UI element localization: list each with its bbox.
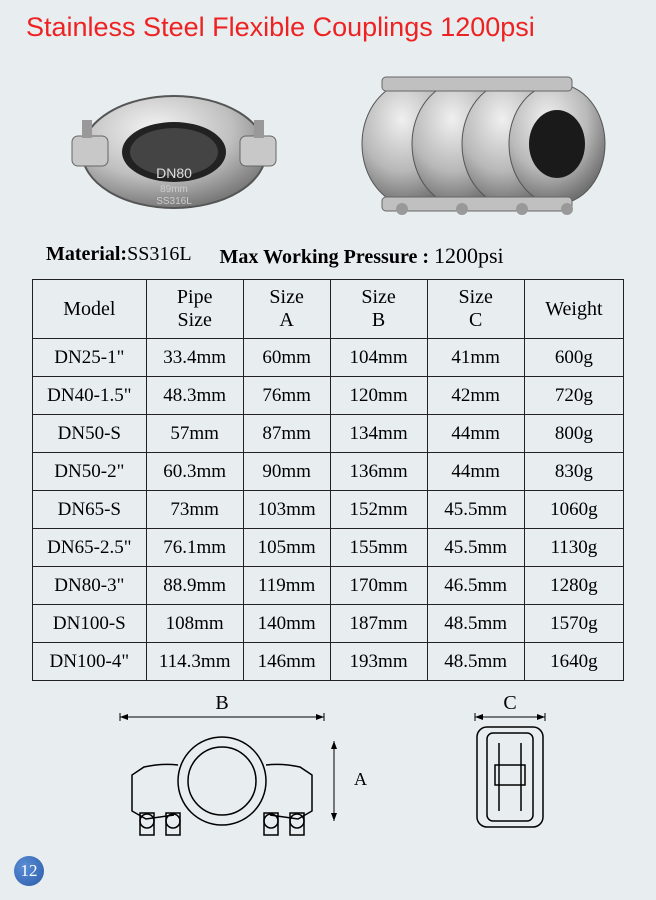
table-cell: 119mm <box>243 567 330 605</box>
diagram-front: B A <box>72 693 372 843</box>
table-cell: 187mm <box>330 605 427 643</box>
table-header-cell: Weight <box>524 280 623 339</box>
pressure-label: Max Working Pressure : <box>220 246 429 268</box>
table-cell: 76.1mm <box>146 529 243 567</box>
table-cell: 48.5mm <box>427 605 524 643</box>
table-cell: DN50-S <box>33 415 147 453</box>
table-cell: 1280g <box>524 567 623 605</box>
dim-label-a: A <box>354 769 367 789</box>
dim-label-c: C <box>503 693 516 714</box>
table-cell: 1060g <box>524 491 623 529</box>
table-cell: DN50-2" <box>33 453 147 491</box>
dimension-diagrams: B A C <box>0 681 656 843</box>
table-header-cell: PipeSize <box>146 280 243 339</box>
table-cell: 41mm <box>427 339 524 377</box>
table-cell: 88.9mm <box>146 567 243 605</box>
pressure-value: 1200psi <box>434 243 504 268</box>
product-images-row: DN80 89mm SS316L <box>0 43 656 243</box>
table-body: DN25-1"33.4mm60mm104mm41mm600gDN40-1.5"4… <box>33 339 624 681</box>
table-cell: DN25-1" <box>33 339 147 377</box>
dim-label-b: B <box>215 693 228 714</box>
table-cell: 103mm <box>243 491 330 529</box>
table-row: DN50-S57mm87mm134mm44mm800g <box>33 415 624 453</box>
table-cell: DN65-2.5" <box>33 529 147 567</box>
table-cell: 46.5mm <box>427 567 524 605</box>
table-header-cell: SizeB <box>330 280 427 339</box>
table-row: DN65-2.5"76.1mm105mm155mm45.5mm1130g <box>33 529 624 567</box>
table-cell: DN40-1.5" <box>33 377 147 415</box>
table-cell: 136mm <box>330 453 427 491</box>
table-row: DN100-4"114.3mm146mm193mm48.5mm1640g <box>33 643 624 681</box>
table-header-cell: SizeA <box>243 280 330 339</box>
table-cell: 48.5mm <box>427 643 524 681</box>
table-cell: 105mm <box>243 529 330 567</box>
table-cell: 155mm <box>330 529 427 567</box>
table-cell: 60.3mm <box>146 453 243 491</box>
material-value: SS316L <box>127 243 191 265</box>
table-cell: 57mm <box>146 415 243 453</box>
table-cell: 600g <box>524 339 623 377</box>
table-cell: 108mm <box>146 605 243 643</box>
page-number-badge: 12 <box>14 856 44 886</box>
page-title: Stainless Steel Flexible Couplings 1200p… <box>0 0 656 43</box>
table-cell: 830g <box>524 453 623 491</box>
material-label: Material: <box>46 243 127 265</box>
table-cell: 73mm <box>146 491 243 529</box>
table-cell: 44mm <box>427 453 524 491</box>
table-cell: DN100-S <box>33 605 147 643</box>
table-cell: 193mm <box>330 643 427 681</box>
table-header-cell: Model <box>33 280 147 339</box>
table-cell: 45.5mm <box>427 529 524 567</box>
table-cell: 720g <box>524 377 623 415</box>
table-cell: 134mm <box>330 415 427 453</box>
product-image-single: DN80 89mm SS316L <box>44 59 304 229</box>
table-cell: 42mm <box>427 377 524 415</box>
table-cell: 120mm <box>330 377 427 415</box>
table-head: ModelPipeSizeSizeASizeBSizeCWeight <box>33 280 624 339</box>
table-cell: 104mm <box>330 339 427 377</box>
table-cell: 87mm <box>243 415 330 453</box>
table-cell: 45.5mm <box>427 491 524 529</box>
table-cell: 1570g <box>524 605 623 643</box>
svg-text:SS316L: SS316L <box>156 196 192 207</box>
table-cell: DN65-S <box>33 491 147 529</box>
table-cell: 60mm <box>243 339 330 377</box>
table-row: DN65-S73mm103mm152mm45.5mm1060g <box>33 491 624 529</box>
product-image-stack <box>352 59 612 229</box>
table-cell: DN100-4" <box>33 643 147 681</box>
spec-table: ModelPipeSizeSizeASizeBSizeCWeight DN25-… <box>32 279 624 681</box>
table-cell: 170mm <box>330 567 427 605</box>
table-cell: 140mm <box>243 605 330 643</box>
table-cell: 44mm <box>427 415 524 453</box>
table-row: DN50-2"60.3mm90mm136mm44mm830g <box>33 453 624 491</box>
svg-text:89mm: 89mm <box>160 184 188 195</box>
table-cell: 152mm <box>330 491 427 529</box>
table-cell: 76mm <box>243 377 330 415</box>
svg-text:DN80: DN80 <box>156 165 192 181</box>
table-row: DN25-1"33.4mm60mm104mm41mm600g <box>33 339 624 377</box>
table-cell: 1640g <box>524 643 623 681</box>
table-cell: 1130g <box>524 529 623 567</box>
table-row: DN40-1.5"48.3mm76mm120mm42mm720g <box>33 377 624 415</box>
table-row: DN80-3"88.9mm119mm170mm46.5mm1280g <box>33 567 624 605</box>
table-cell: 114.3mm <box>146 643 243 681</box>
diagram-side: C <box>435 693 585 843</box>
table-cell: 146mm <box>243 643 330 681</box>
table-cell: 90mm <box>243 453 330 491</box>
spec-line: Material:SS316L Max Working Pressure : 1… <box>0 243 656 275</box>
table-header-cell: SizeC <box>427 280 524 339</box>
table-row: DN100-S108mm140mm187mm48.5mm1570g <box>33 605 624 643</box>
table-cell: 800g <box>524 415 623 453</box>
table-cell: 48.3mm <box>146 377 243 415</box>
table-cell: 33.4mm <box>146 339 243 377</box>
table-cell: DN80-3" <box>33 567 147 605</box>
